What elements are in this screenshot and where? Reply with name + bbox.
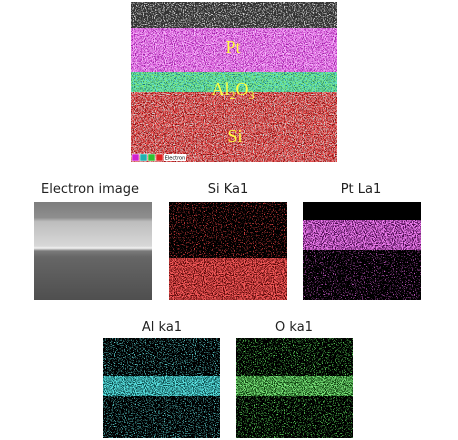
electron-image <box>34 202 152 300</box>
legend-swatch <box>147 153 156 162</box>
dense-speckle <box>169 258 287 300</box>
legend-swatch <box>139 153 148 162</box>
si-speckle-grey <box>131 92 337 162</box>
sparse-speckle <box>303 250 421 300</box>
al2o3-sub: 3 <box>249 88 255 102</box>
al-map <box>103 338 220 438</box>
sparse-speckle <box>169 202 287 258</box>
o-map <box>236 338 353 438</box>
dense-speckle <box>303 220 421 250</box>
map-legend: Electron <box>131 153 186 162</box>
al2o3-part: Al <box>212 79 230 99</box>
pt-map <box>303 202 421 300</box>
dense-speckle <box>103 376 220 396</box>
panel-title: Pt La1 <box>341 182 382 197</box>
si-map <box>169 202 287 300</box>
legend-box <box>164 154 186 161</box>
dense-speckle <box>236 376 353 396</box>
al2o3-sub: 2 <box>230 88 236 102</box>
legend-swatch <box>155 153 164 162</box>
panel-title: Electron image <box>41 182 139 197</box>
pt-label: Pt <box>225 37 240 57</box>
al2o3-label: Al2O3 <box>212 79 255 102</box>
top-speckle <box>131 2 337 28</box>
composite-map: Pt Al2O3 Si Electron <box>131 2 337 162</box>
al2o3-speckle-green <box>131 72 337 92</box>
si-label: Si <box>227 126 242 146</box>
panel-title: O ka1 <box>275 320 313 335</box>
al2o3-part: O <box>236 79 249 99</box>
pt-speckle-light <box>131 28 337 74</box>
panel-title: Si Ka1 <box>208 182 249 197</box>
legend-label: Electron <box>165 156 186 162</box>
panel-title: Al ka1 <box>142 320 182 335</box>
legend-swatch <box>131 153 140 162</box>
